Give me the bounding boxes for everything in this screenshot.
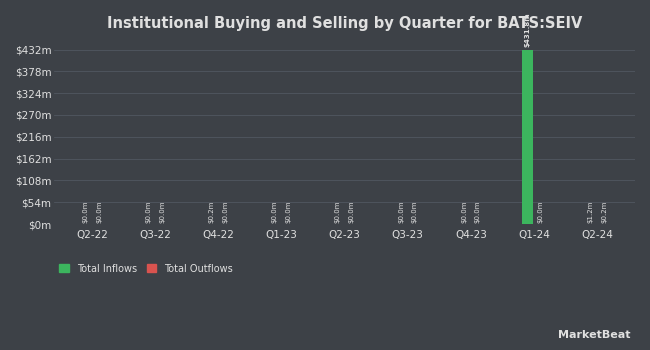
- Text: $0.2m: $0.2m: [209, 200, 214, 223]
- Bar: [521, 50, 533, 224]
- Text: $1.2m: $1.2m: [588, 200, 593, 223]
- Legend: Total Inflows, Total Outflows: Total Inflows, Total Outflows: [59, 264, 233, 274]
- Text: $0.0m: $0.0m: [348, 200, 354, 223]
- Text: $0.0m: $0.0m: [474, 200, 481, 223]
- Text: $0.0m: $0.0m: [538, 200, 544, 223]
- Text: $0.2m: $0.2m: [601, 200, 607, 223]
- Text: $0.0m: $0.0m: [83, 200, 88, 223]
- Text: $0.0m: $0.0m: [398, 200, 404, 223]
- Text: $0.0m: $0.0m: [285, 200, 291, 223]
- Text: $0.0m: $0.0m: [159, 200, 165, 223]
- Text: $0.0m: $0.0m: [335, 200, 341, 223]
- Title: Institutional Buying and Selling by Quarter for BATS:SEIV: Institutional Buying and Selling by Quar…: [107, 16, 582, 32]
- Text: $0.0m: $0.0m: [272, 200, 278, 223]
- Text: $0.0m: $0.0m: [96, 200, 102, 223]
- Text: $0.0m: $0.0m: [146, 200, 151, 223]
- Text: $0.0m: $0.0m: [461, 200, 467, 223]
- Text: $431.8m: $431.8m: [524, 13, 530, 47]
- Text: $0.0m: $0.0m: [411, 200, 418, 223]
- Text: MarketBeat: MarketBeat: [558, 329, 630, 340]
- Text: $0.0m: $0.0m: [222, 200, 228, 223]
